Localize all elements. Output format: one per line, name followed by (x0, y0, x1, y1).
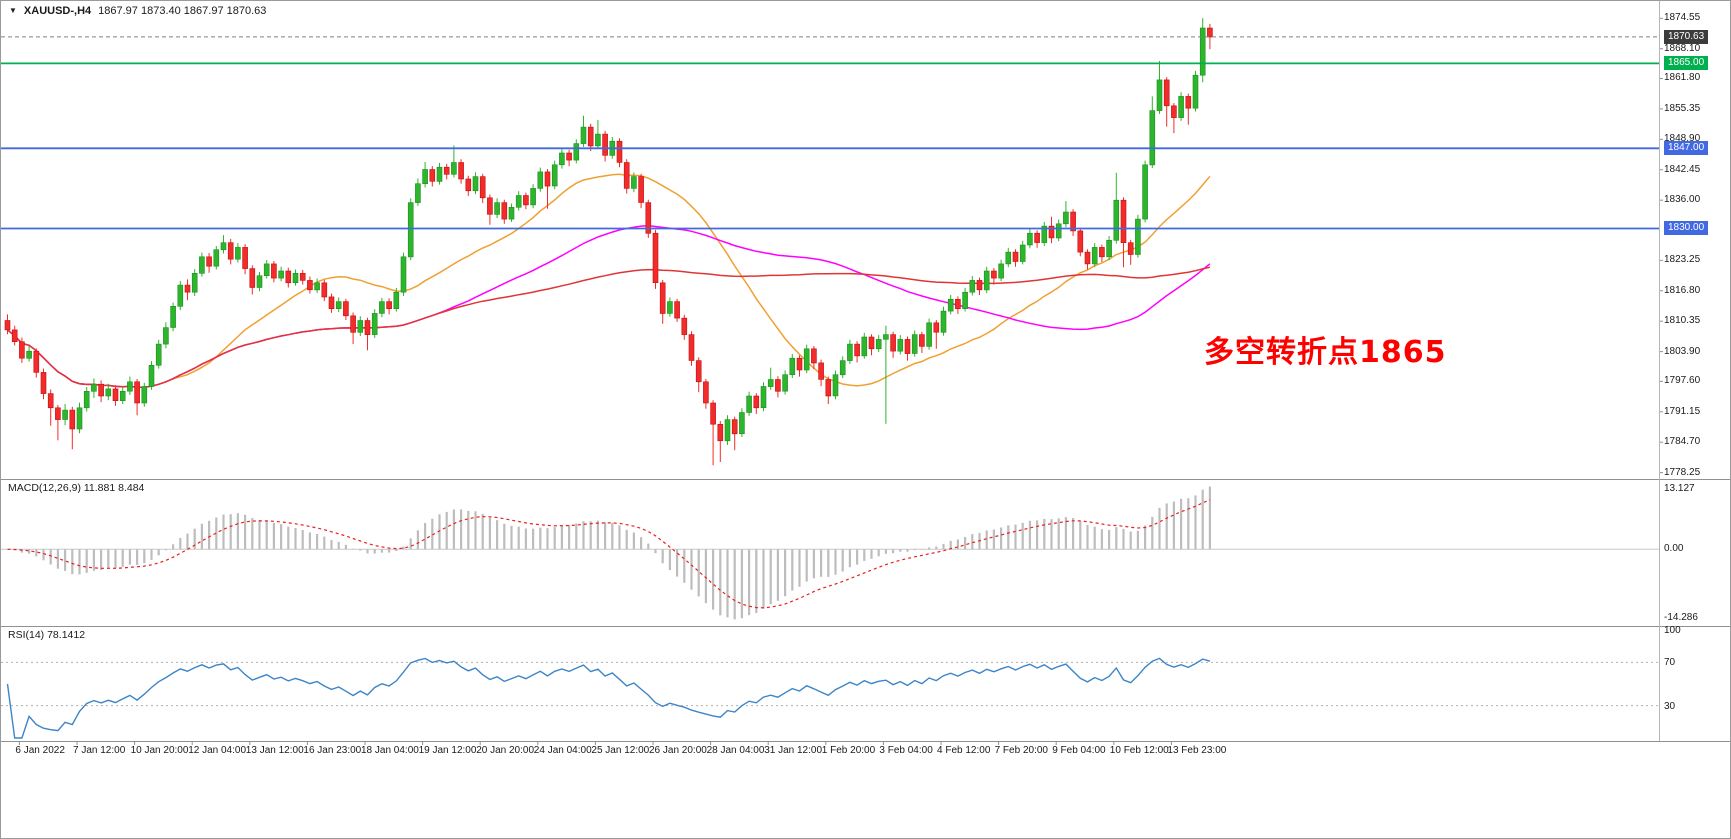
price-annotation: 多空转折点1865 (1204, 327, 1447, 371)
ohlc-values: 1867.97 1873.40 1867.97 1870.63 (98, 5, 266, 17)
macd-indicator-label: MACD(12,26,9) 11.881 8.484 (8, 482, 144, 494)
rsi-indicator-label: RSI(14) 78.1412 (8, 629, 85, 641)
chart-canvas[interactable] (1, 1, 1731, 839)
symbol-dropdown-icon[interactable]: ▼ (9, 7, 17, 15)
chart-window: 1865.001847.001830.001870.631874.551868.… (0, 0, 1731, 839)
symbol-timeframe: XAUUSD-,H4 (24, 5, 91, 17)
chart-title: ▼ XAUUSD-,H4 1867.97 1873.40 1867.97 187… (9, 5, 266, 17)
